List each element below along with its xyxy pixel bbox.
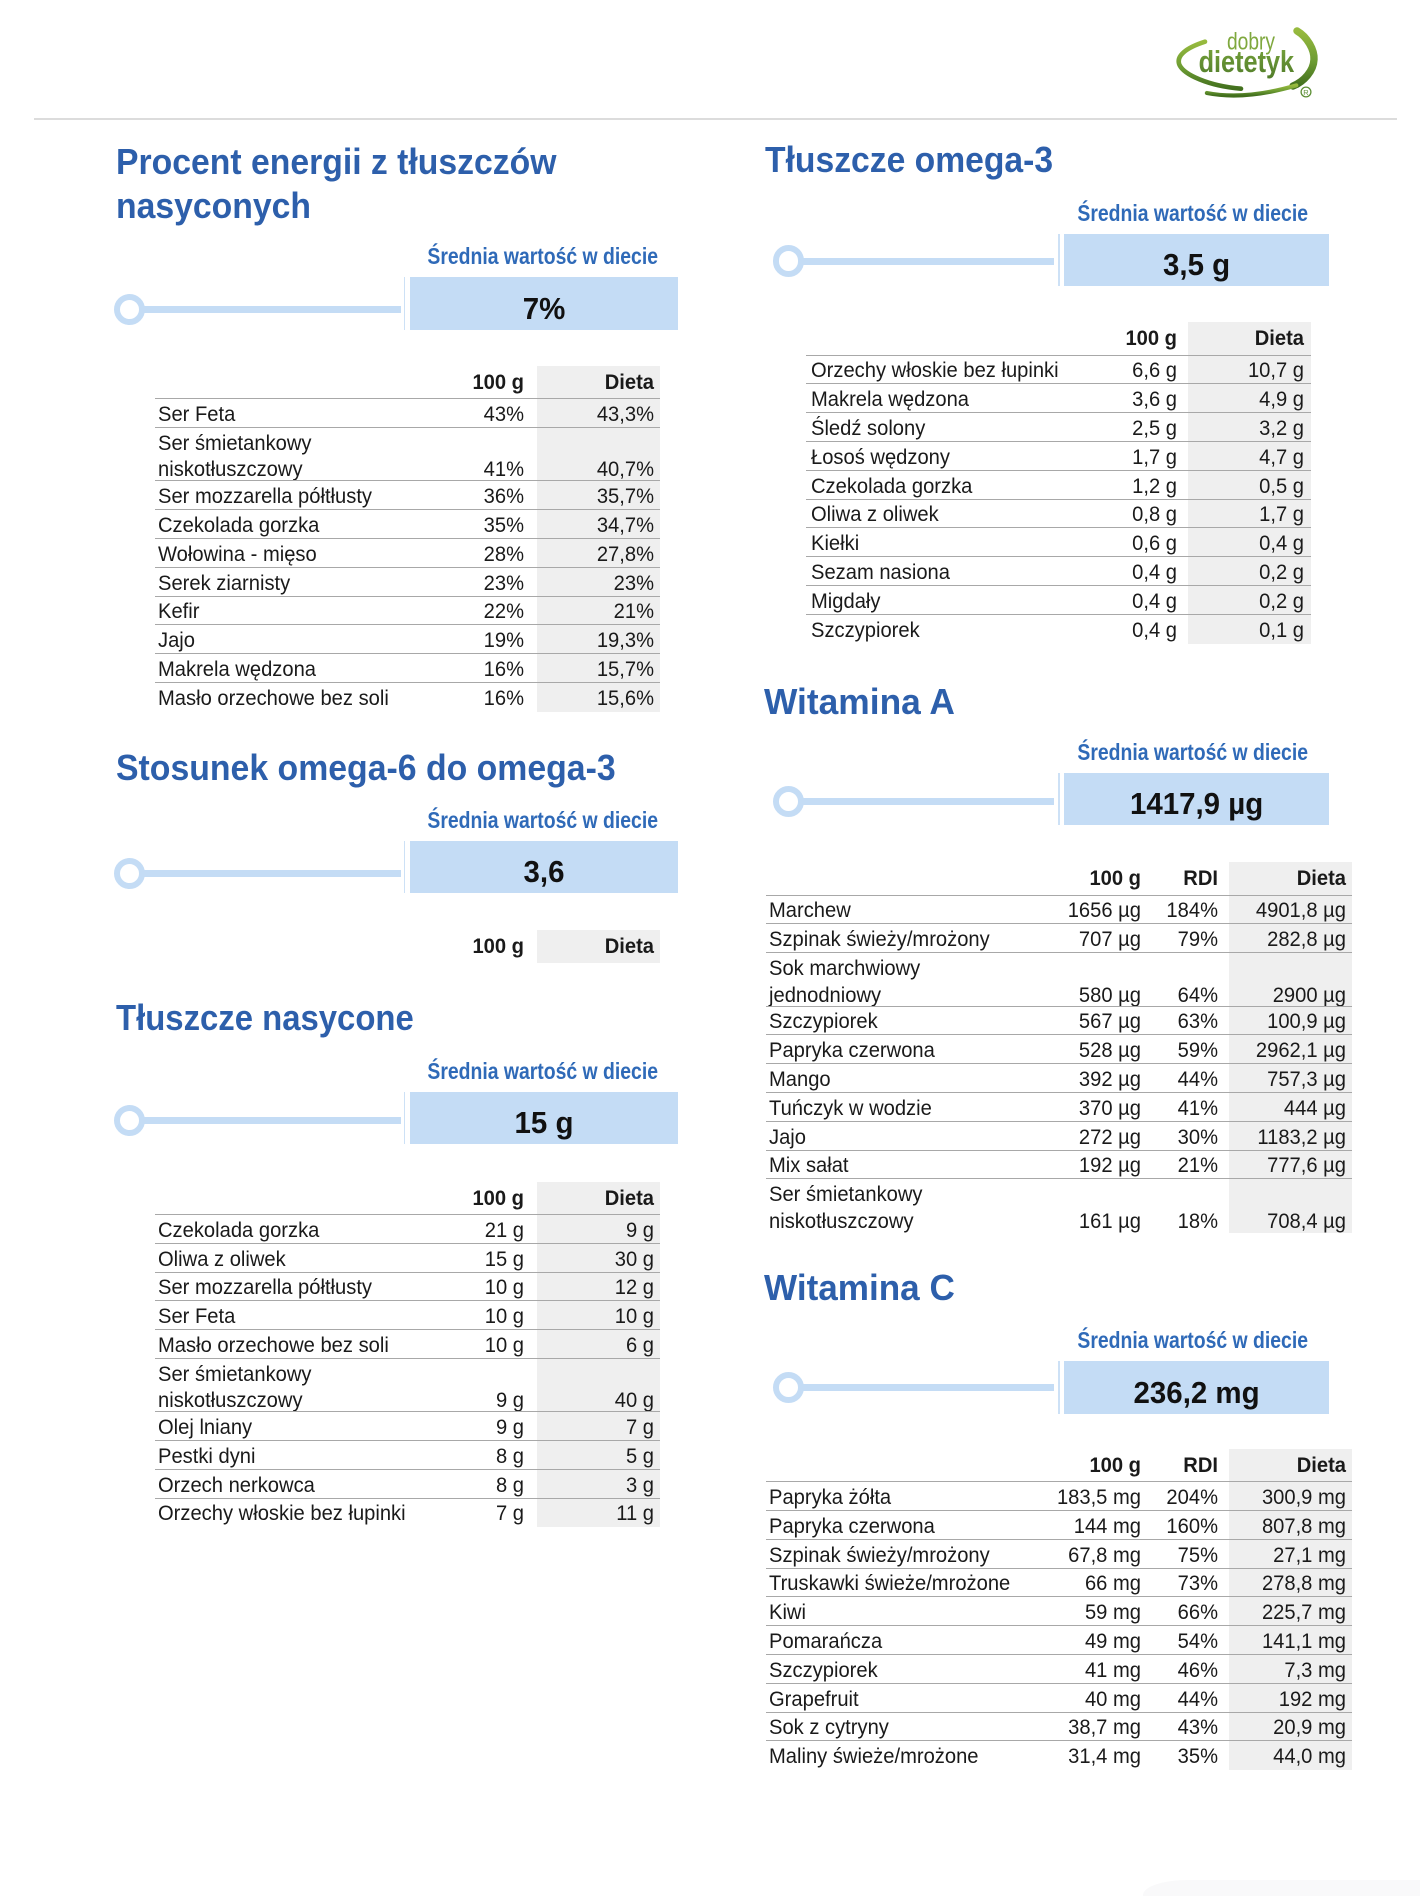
svg-text:dobry: dobry bbox=[1227, 28, 1275, 55]
svg-text:R: R bbox=[1303, 88, 1309, 97]
svg-text:dietetyk: dietetyk bbox=[1199, 44, 1295, 79]
